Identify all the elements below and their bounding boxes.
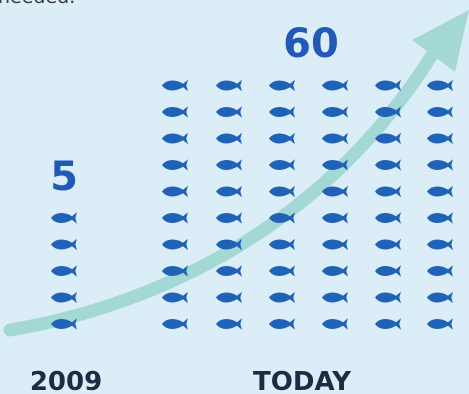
fish-icon [427,265,453,277]
fish-icon [51,238,77,251]
fish-icon [427,291,453,304]
fish-icon [375,185,401,198]
intro-text-fragment: needed. [0,0,158,8]
fish-icon [322,106,348,118]
fish-icon [162,79,188,92]
fish-icon [216,159,242,171]
fish-icon [427,79,453,92]
fish-icon [269,132,295,145]
fish-icon [322,212,348,224]
trend-arrow [3,10,469,337]
fish-icon [427,318,453,330]
fish-icon [427,185,453,198]
fish-icon [216,132,242,145]
fish-icon [375,159,401,171]
fish-icon [427,212,453,224]
fish-icon [322,132,348,145]
fish-icon [216,318,242,330]
fish-icon [51,265,77,277]
fish-icon [216,265,242,277]
fish-icon [216,79,242,92]
fish-icon [269,106,295,118]
fish-icon [322,265,348,277]
year-label-2009: 2009 [30,367,102,394]
fish-icon [375,318,401,330]
fish-icon [269,79,295,92]
fish-icon [427,238,453,251]
trend-arrowhead [412,10,469,72]
fish-icon [269,265,295,277]
fish-icon [322,238,348,251]
fish-icon [216,212,242,224]
trend-arrow-line [3,48,439,337]
fish-icon [162,291,188,304]
fish-icon [269,291,295,304]
fish-icon [51,212,77,224]
fish-icon [375,79,401,92]
year-label-today: TODAY [253,367,352,394]
fish-icon [162,159,188,171]
fish-icon [269,318,295,330]
fish-icon [322,291,348,304]
fish-icon [216,185,242,198]
fish-icon [216,291,242,304]
fish-icon [162,185,188,198]
fish-icon [162,318,188,330]
count-label-2009: 5 [50,154,78,200]
fish-icon [269,185,295,198]
fish-icon [51,291,77,304]
fish-icon [162,132,188,145]
fish-icon [269,238,295,251]
fish-icon [427,159,453,171]
fish-icon [427,132,453,145]
fish-icon [322,79,348,92]
fish-icon [375,265,401,277]
fish-icon [375,238,401,251]
count-label-today: 60 [283,21,339,67]
fish-icon [427,106,453,118]
fish-icon [162,212,188,224]
fish-icon [322,318,348,330]
fish-icon [162,106,188,118]
fish-icon [162,238,188,251]
fish-icon [375,291,401,304]
fish-icon [216,106,242,118]
fish-icon [269,159,295,171]
fish-icon [375,212,401,224]
